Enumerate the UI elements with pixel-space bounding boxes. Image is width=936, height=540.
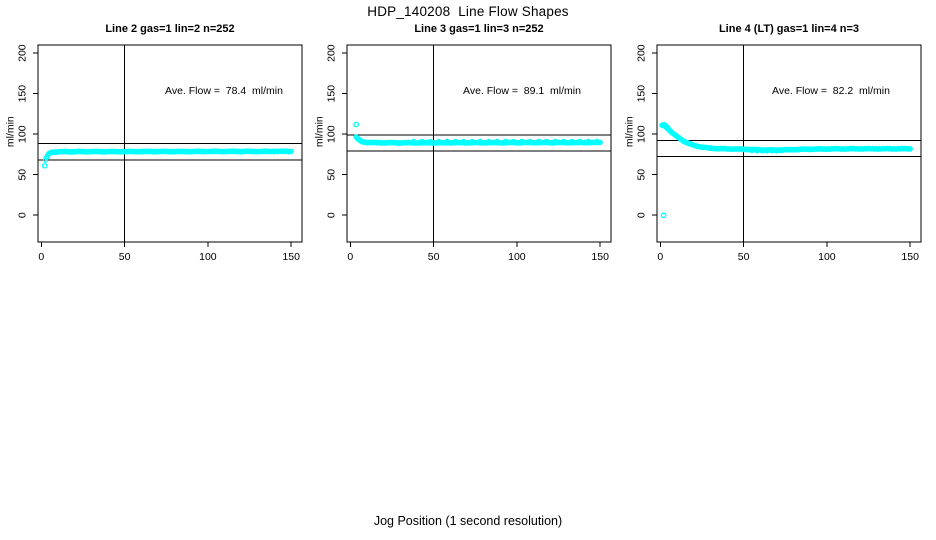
extra-point-marker — [577, 138, 583, 144]
y-tick-label: 50 — [326, 169, 338, 181]
extra-point-marker — [536, 138, 541, 144]
extra-point-marker — [527, 138, 533, 144]
ave-flow-annotation-line-2: Ave. Flow = 78.4 ml/min — [165, 85, 283, 97]
extra-point-marker — [779, 148, 785, 154]
extra-point-marker — [769, 148, 775, 154]
extra-point-marker — [561, 138, 566, 144]
extra-point-marker — [444, 138, 450, 144]
y-tick-label: 0 — [636, 212, 648, 218]
x-tick-label: 0 — [38, 251, 44, 263]
panel-title-line-2: Line 2 gas=1 lin=2 n=252 — [105, 23, 235, 35]
y-tick-label: 0 — [17, 212, 29, 218]
data-points — [41, 148, 294, 169]
data-point-marker — [907, 146, 913, 152]
x-axis-label: Jog Position (1 second resolution) — [373, 514, 563, 528]
data-point-marker — [288, 148, 294, 154]
ave-flow-annotation-line-4: Ave. Flow = 82.2 ml/min — [772, 85, 890, 97]
y-tick-label: 200 — [636, 44, 648, 62]
data-points — [353, 121, 603, 146]
x-tick-label: 100 — [818, 251, 836, 263]
y-axis-title: ml/min — [314, 116, 326, 147]
ave-flow-annotation-line-3: Ave. Flow = 89.1 ml/min — [463, 85, 581, 97]
x-tick-label: 0 — [347, 251, 353, 263]
outlier-point-marker — [353, 121, 360, 128]
y-axis-title: ml/min — [624, 116, 636, 147]
x-tick-label: 150 — [282, 251, 300, 263]
panel-1: 0 50 100 150 0 50 100 150 200 ml/min — [314, 44, 612, 263]
outlier-point-marker — [41, 162, 48, 169]
extra-point-marker — [427, 138, 433, 144]
extra-point-marker — [452, 138, 458, 144]
extra-point-marker — [477, 138, 483, 144]
extra-point-marker — [665, 124, 671, 130]
x-tick-label: 150 — [901, 251, 919, 263]
outlier-point-marker — [660, 212, 667, 219]
extra-point-marker — [461, 138, 467, 144]
y-tick-label: 100 — [636, 125, 648, 143]
x-tick-label: 150 — [591, 251, 609, 263]
panel-title-line-4: Line 4 (LT) gas=1 lin=4 n=3 — [718, 23, 860, 35]
extra-point-marker — [749, 148, 755, 154]
x-tick-label: 100 — [508, 251, 526, 263]
extra-point-marker — [419, 138, 425, 144]
extra-point-marker — [774, 148, 780, 154]
extra-point-marker — [764, 148, 770, 154]
extra-point-marker — [569, 138, 575, 144]
y-tick-label: 200 — [326, 44, 338, 62]
y-tick-label: 100 — [326, 125, 338, 143]
y-tick-label: 200 — [17, 44, 29, 62]
extra-point-marker — [552, 138, 558, 144]
panel-0: 0 50 100 150 0 50 100 150 200 ml/min — [5, 44, 303, 263]
y-tick-label: 50 — [636, 169, 648, 181]
figure-title: HDP_140208 Line Flow Shapes — [367, 4, 569, 19]
extra-point-marker — [544, 138, 550, 144]
extra-point-marker — [436, 138, 442, 144]
extra-point-marker — [754, 148, 760, 154]
extra-point-marker — [486, 138, 492, 144]
x-tick-label: 50 — [738, 251, 750, 263]
extra-point-marker — [594, 138, 600, 144]
y-tick-label: 50 — [17, 169, 29, 181]
y-tick-label: 0 — [326, 212, 338, 218]
y-tick-label: 100 — [17, 125, 29, 143]
x-tick-label: 0 — [657, 251, 663, 263]
panel-2: 0 50 100 150 0 50 100 150 200 ml/min — [624, 44, 922, 263]
plot-box — [656, 44, 922, 243]
x-tick-label: 100 — [199, 251, 217, 263]
data-points — [659, 121, 913, 219]
extra-point-marker — [502, 138, 508, 144]
extra-point-marker — [586, 138, 591, 144]
x-tick-label: 50 — [428, 251, 440, 263]
y-tick-label: 150 — [636, 85, 648, 103]
y-axis-title: ml/min — [5, 116, 17, 147]
extra-point-marker — [494, 138, 500, 144]
plot-box — [346, 44, 612, 243]
y-tick-label: 150 — [17, 85, 29, 103]
extra-point-marker — [759, 148, 765, 154]
extra-point-marker — [519, 138, 525, 144]
y-tick-label: 150 — [326, 85, 338, 103]
extra-point-marker — [511, 138, 517, 144]
panel-title-line-3: Line 3 gas=1 lin=3 n=252 — [414, 23, 544, 35]
x-tick-label: 50 — [119, 251, 131, 263]
extra-point-marker — [411, 138, 417, 144]
extra-point-marker — [469, 138, 475, 144]
